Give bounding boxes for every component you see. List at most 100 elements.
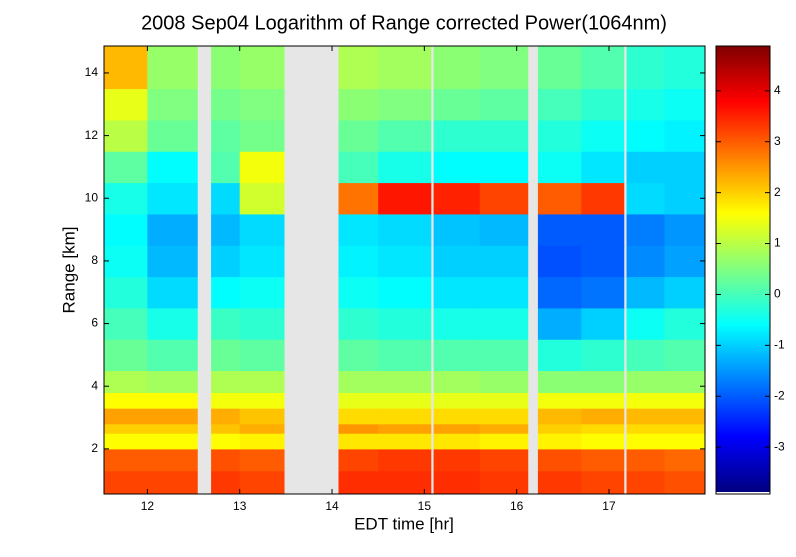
heat-cell — [104, 182, 148, 215]
heat-cell — [581, 339, 625, 372]
heat-cell — [626, 245, 665, 278]
x-tick-label: 17 — [602, 499, 616, 513]
heat-cell — [147, 339, 198, 372]
heat-cell — [626, 339, 665, 372]
heat-cell — [537, 245, 582, 278]
heat-cell — [664, 433, 706, 450]
heat-cell — [537, 151, 582, 184]
heat-cell — [147, 423, 198, 434]
colorbar-tick-label: 0 — [774, 287, 781, 301]
heat-cell — [378, 433, 432, 450]
heat-cell — [581, 408, 625, 425]
colorbar-tick-label: -1 — [774, 338, 785, 352]
heat-cell — [664, 423, 706, 434]
heat-cell — [104, 392, 148, 409]
heat-cell — [378, 470, 432, 495]
heat-cell — [239, 370, 285, 393]
heat-cell — [338, 213, 379, 246]
heat-cell — [104, 46, 148, 90]
x-tick-label: 14 — [325, 499, 339, 513]
heat-cell — [537, 213, 582, 246]
heat-cell — [537, 276, 582, 309]
heat-cell — [626, 408, 665, 425]
heat-cell — [664, 46, 706, 90]
heat-cell — [581, 119, 625, 152]
x-tick-label: 12 — [141, 499, 155, 513]
colorbar-tick-label: -2 — [774, 388, 785, 402]
x-tick-label: 15 — [418, 499, 432, 513]
heat-cell — [147, 119, 198, 152]
heat-cell — [479, 433, 529, 450]
heat-cell — [537, 370, 582, 393]
heat-cell — [147, 470, 198, 495]
heat-cell — [239, 307, 285, 340]
heat-cell — [626, 151, 665, 184]
colorbar-tick-label: 3 — [774, 134, 781, 148]
heat-cell — [211, 213, 241, 246]
heat-cell — [664, 119, 706, 152]
heat-cell — [433, 213, 481, 246]
chart-title: 2008 Sep04 Logarithm of Range corrected … — [141, 12, 667, 34]
heat-cell — [433, 276, 481, 309]
heat-cell — [211, 151, 241, 184]
heat-cell — [433, 46, 481, 90]
heat-cell — [104, 408, 148, 425]
heat-cell — [537, 433, 582, 450]
heat-cell — [626, 307, 665, 340]
heat-cell — [211, 448, 241, 472]
heat-cell — [239, 392, 285, 409]
heat-cell — [626, 213, 665, 246]
heat-cell — [147, 408, 198, 425]
heat-cell — [664, 182, 706, 215]
x-tick-label: 13 — [233, 499, 247, 513]
heat-cell — [537, 88, 582, 121]
heat-cell — [338, 151, 379, 184]
heat-cell — [104, 470, 148, 495]
heat-cell — [479, 182, 529, 215]
heat-cell — [626, 433, 665, 450]
heat-cell — [479, 88, 529, 121]
heat-cell — [479, 423, 529, 434]
y-tick-label: 14 — [85, 65, 99, 79]
y-tick-label: 8 — [91, 253, 98, 267]
heat-cell — [664, 370, 706, 393]
heat-cell — [479, 470, 529, 495]
heat-cell — [378, 182, 432, 215]
heat-cell — [147, 448, 198, 472]
heat-cell — [239, 408, 285, 425]
heat-cell — [104, 151, 148, 184]
heat-cell — [211, 408, 241, 425]
heat-cell — [581, 182, 625, 215]
heat-cell — [626, 119, 665, 152]
heat-cell — [479, 245, 529, 278]
heat-cell — [433, 88, 481, 121]
heat-cell — [338, 88, 379, 121]
heat-cell — [239, 448, 285, 472]
heat-cell — [378, 423, 432, 434]
heat-cell — [664, 339, 706, 372]
heat-cell — [378, 276, 432, 309]
heat-cell — [239, 339, 285, 372]
heat-cell — [626, 370, 665, 393]
heat-cell — [479, 119, 529, 152]
heat-cell — [626, 88, 665, 121]
heat-cell — [581, 370, 625, 393]
heat-cell — [211, 88, 241, 121]
heat-cell — [378, 245, 432, 278]
heat-cell — [433, 151, 481, 184]
heat-cell — [378, 408, 432, 425]
heat-cell — [211, 46, 241, 90]
heat-cell — [537, 307, 582, 340]
heat-cell — [581, 46, 625, 90]
heat-cell — [104, 245, 148, 278]
heat-cell — [433, 433, 481, 450]
heat-cell — [626, 182, 665, 215]
heat-cell — [104, 276, 148, 309]
colorbar — [716, 46, 770, 492]
heat-cell — [147, 182, 198, 215]
heat-cell — [581, 423, 625, 434]
heat-cell — [479, 151, 529, 184]
x-axis-label: EDT time [hr] — [354, 514, 454, 533]
